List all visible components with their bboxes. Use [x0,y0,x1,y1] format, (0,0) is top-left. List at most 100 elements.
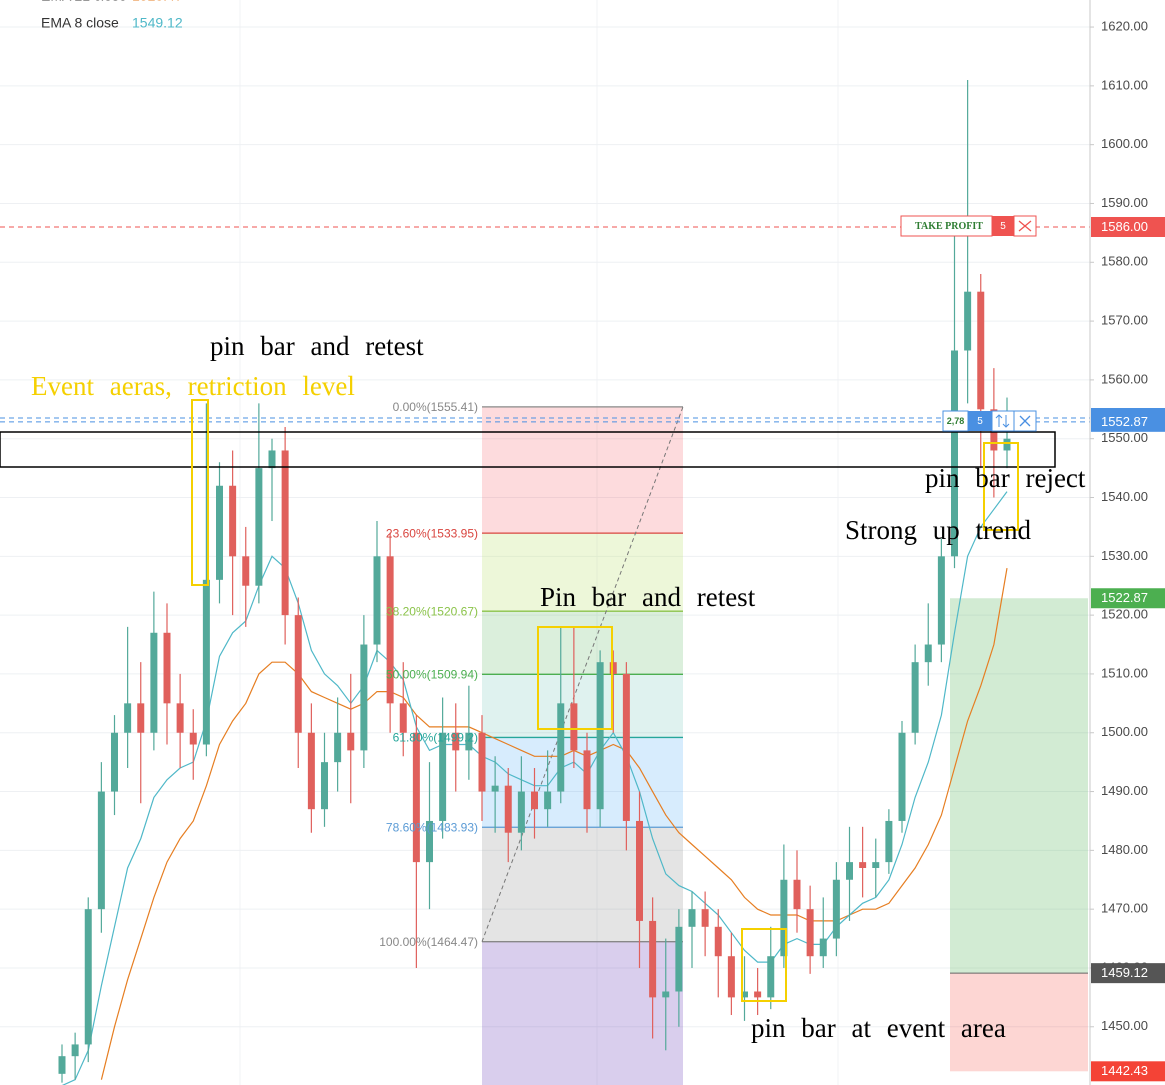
price-tag [1091,588,1165,609]
candle-body [701,909,709,927]
candle-body [58,1056,66,1074]
price-tag-label: 1552.87 [1101,414,1148,429]
legend-name: EMA 8 close [41,15,119,31]
candle-body [596,662,604,810]
fib-label: 38.20%(1520.67) [386,604,478,618]
candle-body [609,662,617,674]
candle-body [872,862,880,868]
take-profit-label: TAKE PROFIT [915,221,983,232]
candle-body [124,703,132,733]
profit-zone [950,598,1088,974]
position-pnl: 2,78 [947,416,965,426]
price-tag [1091,216,1165,237]
y-tick-label: 1490.00 [1101,783,1148,798]
position-qty-box [968,411,992,431]
annotation: Strong up trend [845,515,1031,545]
candle-body [859,862,867,868]
fib-label: 23.60%(1533.95) [386,526,478,540]
y-tick-label: 1540.00 [1101,489,1148,504]
candle-body [649,920,657,998]
candle-body [832,879,840,939]
candle-body [176,703,184,733]
candle-body [137,703,145,733]
fib-label: 78.60%(1483.93) [386,820,478,834]
take-profit-qty: 5 [1000,221,1006,232]
highlight-box [983,442,1019,531]
close-icon [1019,415,1031,427]
candle-body [360,644,368,751]
y-tick-label: 1560.00 [1101,371,1148,386]
loss-zone [950,973,1088,1072]
annotation: pin bar at event area [751,1013,1006,1043]
candle-body [977,291,985,410]
highlight-box [537,626,613,730]
candle-body [386,556,394,704]
fib-zone [482,406,683,534]
candle-body [373,556,381,645]
candle-body [71,1044,79,1057]
y-tick-label: 1470.00 [1101,901,1148,916]
y-tick-label: 1580.00 [1101,254,1148,269]
y-tick-label: 1530.00 [1101,548,1148,563]
legend: EMA 21 close 1528.47 EMA 8 close 1549.12 [41,0,183,31]
candle-body [412,732,420,863]
annotation: pin bar reject [925,463,1086,493]
candle-body [229,485,237,557]
candle-body [504,785,512,833]
price-tag [1091,411,1165,432]
annotation: pin bar and retest [210,331,424,361]
y-tick-label: 1610.00 [1101,77,1148,92]
fib-zone [482,611,683,675]
candle-body [334,732,342,763]
candle-body [754,991,762,998]
candle-body [741,991,748,998]
candle-body [111,732,118,792]
candles [58,79,1011,1083]
price-tag-label: 1442.43 [1101,1063,1148,1078]
candle-body [202,579,210,745]
price-tag [1091,963,1165,984]
candle-body [688,909,696,927]
price-tag-label: 1459.12 [1101,965,1148,980]
candle-body [544,791,552,810]
y-tick-label: 1500.00 [1101,724,1148,739]
candle-body [583,750,591,810]
candle-body [150,632,158,733]
y-tick-label: 1520.00 [1101,607,1148,622]
candle-body [846,862,853,880]
price-tag-label: 1586.00 [1101,219,1148,234]
reverse-button[interactable] [991,410,1015,432]
candle-body [242,556,250,586]
candle-body [662,991,670,998]
candle-body [216,485,223,580]
candle-body [911,662,919,733]
price-tag [1091,1061,1165,1082]
candle-body [793,879,801,910]
candle-body [97,791,105,910]
y-tick-label: 1620.00 [1101,18,1148,33]
fib-zone [482,674,683,738]
fib-label: 61.80%(1499.2) [393,731,478,745]
legend-value: 1528.47 [132,0,183,4]
candle-body [517,791,525,833]
price-tag-label: 1522.87 [1101,590,1148,605]
candle-body [294,615,302,733]
candle-body [727,956,735,998]
y-tick-label: 1450.00 [1101,1018,1148,1033]
fib-label: 50.00%(1509.94) [386,667,478,681]
fib-label: 100.00%(1464.47) [379,935,478,949]
candle-body [951,350,958,557]
widgets: TAKE PROFIT 5 2,78 5 [900,215,1037,432]
candle-body [321,762,328,810]
ema-line [100,567,1008,1080]
candle-body [964,291,972,351]
candle-body [491,785,499,792]
candle-body [452,732,460,751]
fib-label: 0.00%(1555.41) [393,400,478,414]
candle-body [767,956,775,998]
candle-body [675,926,683,992]
overlay [0,399,1056,1002]
highlight-box [191,399,209,586]
